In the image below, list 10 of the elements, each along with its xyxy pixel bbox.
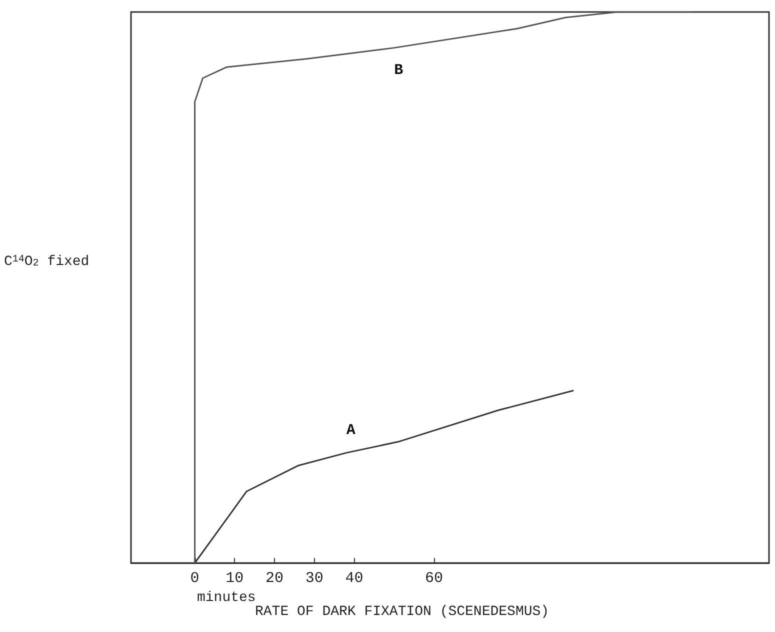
series-label: B: [394, 62, 404, 79]
x-tick-label: 10: [226, 570, 244, 587]
x-tick-label: 20: [266, 570, 284, 587]
x-axis-title: minutes: [197, 590, 256, 606]
x-tick-label: 30: [305, 570, 324, 587]
series-label: A: [346, 422, 356, 439]
x-tick-label: 40: [345, 570, 364, 587]
text: RATE OF DARK FIXATION (SCENEDESMUS): [255, 604, 550, 620]
x-tick-label: 0: [190, 570, 200, 587]
x-tick-label: 60: [425, 570, 444, 587]
